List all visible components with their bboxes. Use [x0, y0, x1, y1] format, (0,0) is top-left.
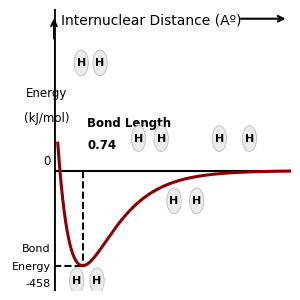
Text: H: H — [192, 196, 201, 206]
Text: H: H — [72, 276, 81, 286]
Ellipse shape — [131, 126, 146, 152]
Ellipse shape — [70, 268, 84, 293]
Text: H: H — [92, 276, 102, 286]
Text: Energy: Energy — [12, 262, 51, 272]
Text: 0: 0 — [44, 155, 51, 168]
Text: H: H — [95, 58, 105, 68]
Text: Internuclear Distance (Aº): Internuclear Distance (Aº) — [61, 14, 242, 28]
Text: H: H — [134, 134, 143, 144]
Text: H: H — [245, 134, 254, 144]
Ellipse shape — [93, 50, 107, 76]
Text: (kJ/mol): (kJ/mol) — [24, 112, 69, 125]
Text: H: H — [157, 134, 166, 144]
Ellipse shape — [154, 126, 168, 152]
Ellipse shape — [242, 126, 257, 152]
Text: H: H — [215, 134, 224, 144]
Text: H: H — [76, 58, 86, 68]
Ellipse shape — [74, 50, 88, 76]
Ellipse shape — [90, 268, 104, 293]
Text: 0.74: 0.74 — [87, 139, 116, 152]
Text: H: H — [169, 196, 178, 206]
Text: -458: -458 — [26, 278, 51, 289]
Ellipse shape — [167, 188, 181, 214]
Text: Energy: Energy — [26, 87, 67, 100]
Ellipse shape — [212, 126, 226, 152]
Ellipse shape — [190, 188, 204, 214]
Text: Bond: Bond — [22, 244, 51, 254]
Text: Bond Length: Bond Length — [87, 117, 171, 130]
